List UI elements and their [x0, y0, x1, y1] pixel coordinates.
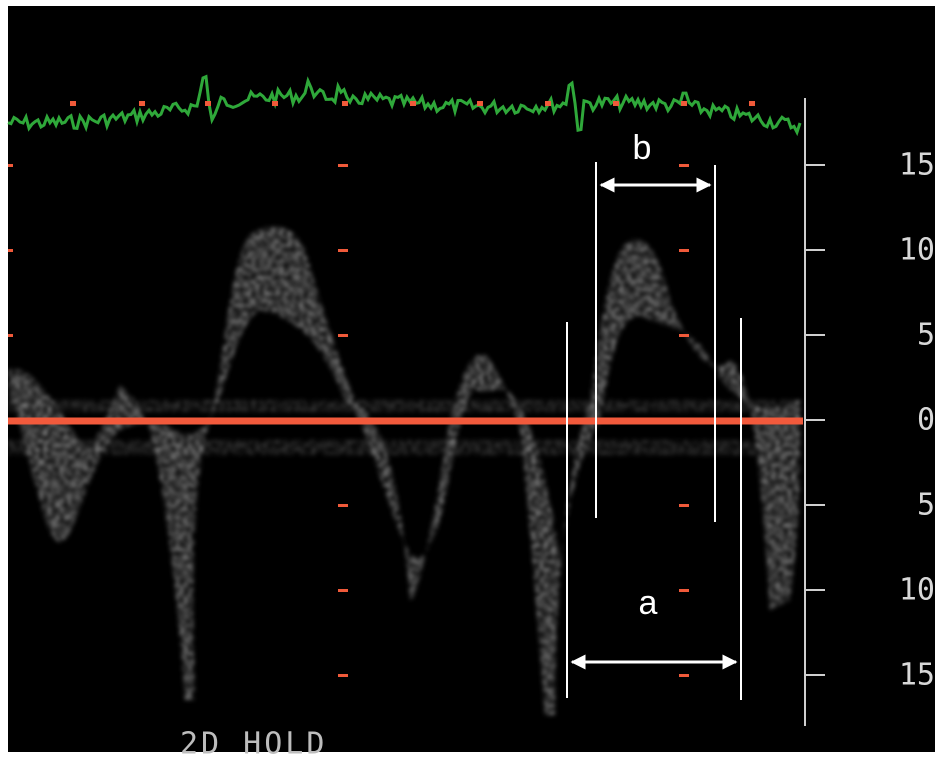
ecg-marker: [410, 101, 416, 106]
ecg-marker: [272, 101, 278, 106]
scale-label: 10: [899, 233, 935, 268]
ecg-marker: [545, 101, 551, 106]
ecg-marker: [342, 101, 348, 106]
doppler-screen: 15 10 5 0 5 10 15 b a 2D HOLD: [0, 0, 941, 758]
scale-label: 0: [917, 403, 935, 438]
scale-label: 10: [899, 573, 935, 608]
status-text: 2D HOLD: [180, 727, 327, 758]
caliper-label: a: [639, 584, 658, 622]
scale-label: 15: [899, 148, 935, 183]
ecg-marker: [749, 101, 755, 106]
caliper-label: b: [633, 129, 652, 167]
ecg-marker: [139, 101, 145, 106]
ecg-marker: [477, 101, 483, 106]
scale-label: 5: [917, 488, 935, 523]
ecg-marker: [613, 101, 619, 106]
scale-label: 5: [917, 318, 935, 353]
ecg-marker: [70, 101, 76, 106]
scale-label: 15: [899, 658, 935, 693]
ecg-marker: [205, 101, 211, 106]
ecg-marker: [681, 101, 687, 106]
